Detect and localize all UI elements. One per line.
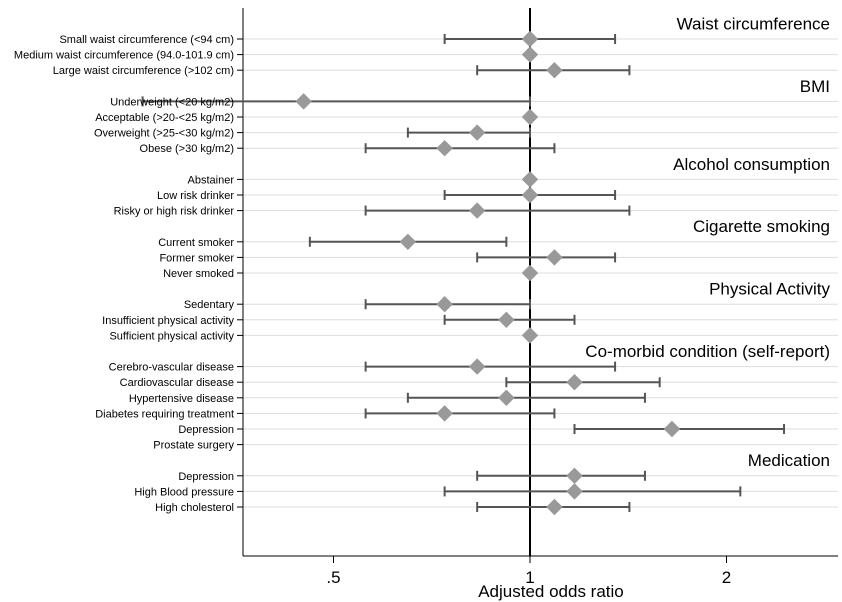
gridlines [243, 38, 838, 508]
row-label: Sufficient physical activity [109, 330, 234, 342]
odds-ratio-marker [436, 405, 453, 422]
odds-ratio-marker [521, 30, 539, 48]
group-heading: BMI [800, 77, 830, 96]
odds-ratio-marker [521, 46, 539, 63]
x-axis-ticks: .51246 [326, 556, 731, 587]
row-label: Underweight (<20 kg/m2) [110, 96, 234, 108]
group-heading: Co-morbid condition (self-report) [585, 342, 830, 361]
odds-ratio-marker [546, 498, 563, 516]
x-tick-label: 1 [525, 568, 534, 587]
row-label: Acceptable (>20-<25 kg/m2) [95, 112, 234, 124]
row-label: Hypertensive disease [129, 393, 234, 405]
row-label: Never smoked [163, 268, 234, 280]
odds-ratio-marker [468, 124, 486, 141]
row-label: Insufficient physical activity [102, 315, 234, 327]
odds-ratio-marker [498, 389, 515, 407]
row-label: Small waist circumference (<94 cm) [59, 34, 234, 46]
odds-ratio-marker [521, 108, 539, 126]
odds-ratio-marker [498, 311, 515, 329]
odds-ratio-marker [521, 171, 539, 188]
odds-ratio-marker [521, 186, 539, 204]
odds-ratio-marker [468, 202, 486, 219]
row-label: Large waist circumference (>102 cm) [53, 65, 234, 77]
axes [237, 8, 838, 557]
odds-ratio-marker [399, 233, 417, 251]
odds-ratio-marker [521, 264, 539, 282]
row-label: Prostate surgery [153, 440, 234, 452]
x-tick-label: 2 [722, 568, 731, 587]
group-heading: Waist circumference [677, 14, 830, 33]
row-label: Low risk drinker [157, 190, 234, 202]
odds-ratio-marker [521, 327, 539, 344]
row-label: Diabetes requiring treatment [95, 408, 234, 420]
row-label: Depression [178, 424, 234, 436]
odds-ratio-marker [436, 139, 453, 157]
odds-ratio-marker [468, 358, 486, 375]
row-label: Medium waist circumference (94.0-101.9 c… [14, 50, 234, 62]
row-label: Former smoker [159, 252, 234, 264]
row-label: Sedentary [184, 299, 235, 311]
row-label: Current smoker [158, 237, 234, 249]
odds-ratio-marker [566, 373, 583, 391]
odds-ratio-marker [295, 93, 312, 110]
odds-ratio-marker [436, 295, 453, 313]
row-label: Abstainer [188, 174, 235, 186]
group-heading: Medication [748, 451, 830, 470]
odds-ratio-marker [663, 420, 681, 438]
group-heading: Physical Activity [709, 280, 830, 299]
row-labels: Small waist circumference (<94 cm) Medium… [14, 34, 235, 514]
odds-ratio-marker [546, 249, 563, 266]
row-label: Obese (>30 kg/m2) [140, 143, 234, 155]
row-label: High cholesterol [155, 502, 234, 514]
group-headings: Waist circumference BMI Alcohol consumptio… [585, 14, 830, 470]
odds-ratio-marker [566, 467, 583, 485]
x-axis-title: Adjusted odds ratio [478, 582, 624, 601]
row-label: Cardiovascular disease [120, 377, 234, 389]
row-label: Cerebro-vascular disease [109, 362, 234, 374]
row-label: High Blood pressure [134, 486, 234, 498]
row-label: Overweight (>25-<30 kg/m2) [94, 128, 234, 140]
row-label: Risky or high risk drinker [114, 206, 235, 218]
group-heading: Cigarette smoking [693, 217, 830, 236]
odds-ratio-marker [566, 483, 583, 500]
x-tick-label: .5 [326, 568, 340, 587]
odds-ratio-marker [546, 61, 563, 79]
group-heading: Alcohol consumption [673, 155, 830, 174]
point-estimates [295, 30, 681, 516]
row-label: Depression [178, 471, 234, 483]
